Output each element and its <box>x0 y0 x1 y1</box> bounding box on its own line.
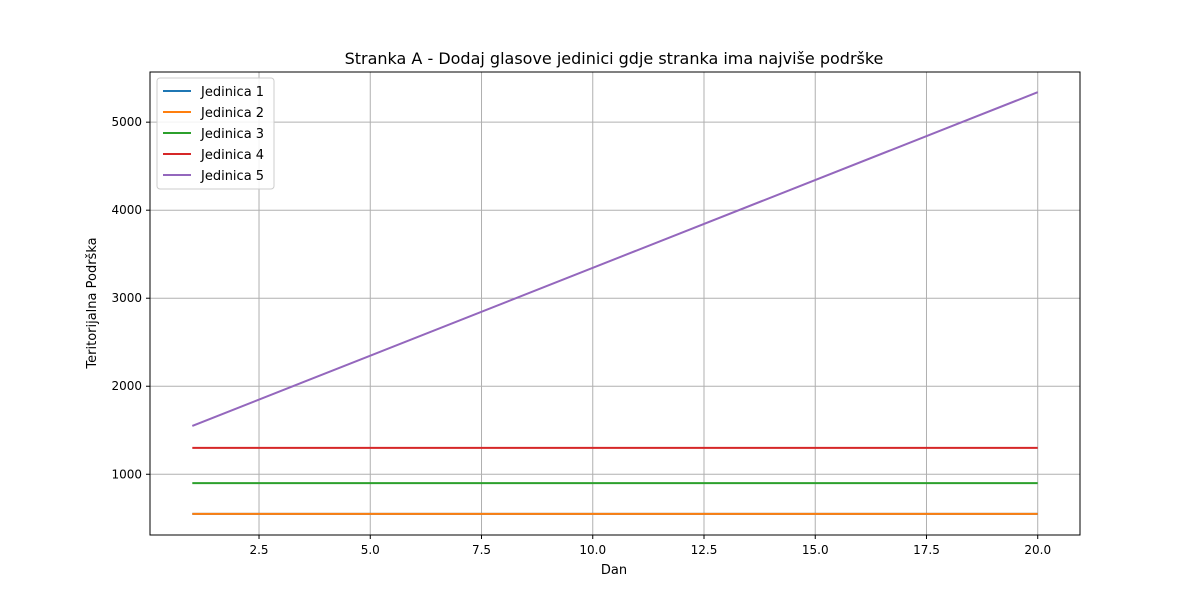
legend-label: Jedinica 1 <box>200 85 264 100</box>
plot-frame <box>149 71 1081 536</box>
legend-label: Jedinica 2 <box>200 106 264 121</box>
legend-label: Jedinica 4 <box>200 148 264 163</box>
x-axis-label: Dan <box>601 563 627 578</box>
legend: Jedinica 1 Jedinica 2 Jedinica 3 Jedinica 4… <box>156 77 275 190</box>
legend-label: Jedinica 5 <box>200 169 264 184</box>
x-tick-label: 15.0 <box>802 543 829 557</box>
y-tick-label: 1000 <box>111 467 142 481</box>
series-line-5 <box>191 91 1039 427</box>
y-tick-label: 3000 <box>111 291 142 305</box>
x-tick-label: 10.0 <box>579 543 606 557</box>
x-tick-label: 17.5 <box>913 543 940 557</box>
y-tick-label: 2000 <box>111 379 142 393</box>
x-tick-label: 2.5 <box>249 543 268 557</box>
y-axis-label: Teritorijalna Podrška <box>85 237 100 369</box>
series-lines <box>191 91 1039 515</box>
legend-label: Jedinica 3 <box>200 127 264 142</box>
y-tick-label: 4000 <box>111 203 142 217</box>
chart-title: Stranka A - Dodaj glasove jedinici gdje … <box>345 49 884 68</box>
x-tick-label: 20.0 <box>1024 543 1051 557</box>
x-axis-ticks: 2.5 5.0 7.5 10.0 12.5 15.0 17.5 20.0 <box>249 535 1051 557</box>
y-tick-label: 5000 <box>111 115 142 129</box>
legend-box <box>156 77 275 190</box>
y-axis-ticks: 1000 2000 3000 4000 5000 <box>111 115 150 481</box>
x-tick-label: 12.5 <box>691 543 718 557</box>
x-tick-label: 5.0 <box>361 543 380 557</box>
grid <box>150 72 1080 535</box>
x-tick-label: 7.5 <box>472 543 491 557</box>
